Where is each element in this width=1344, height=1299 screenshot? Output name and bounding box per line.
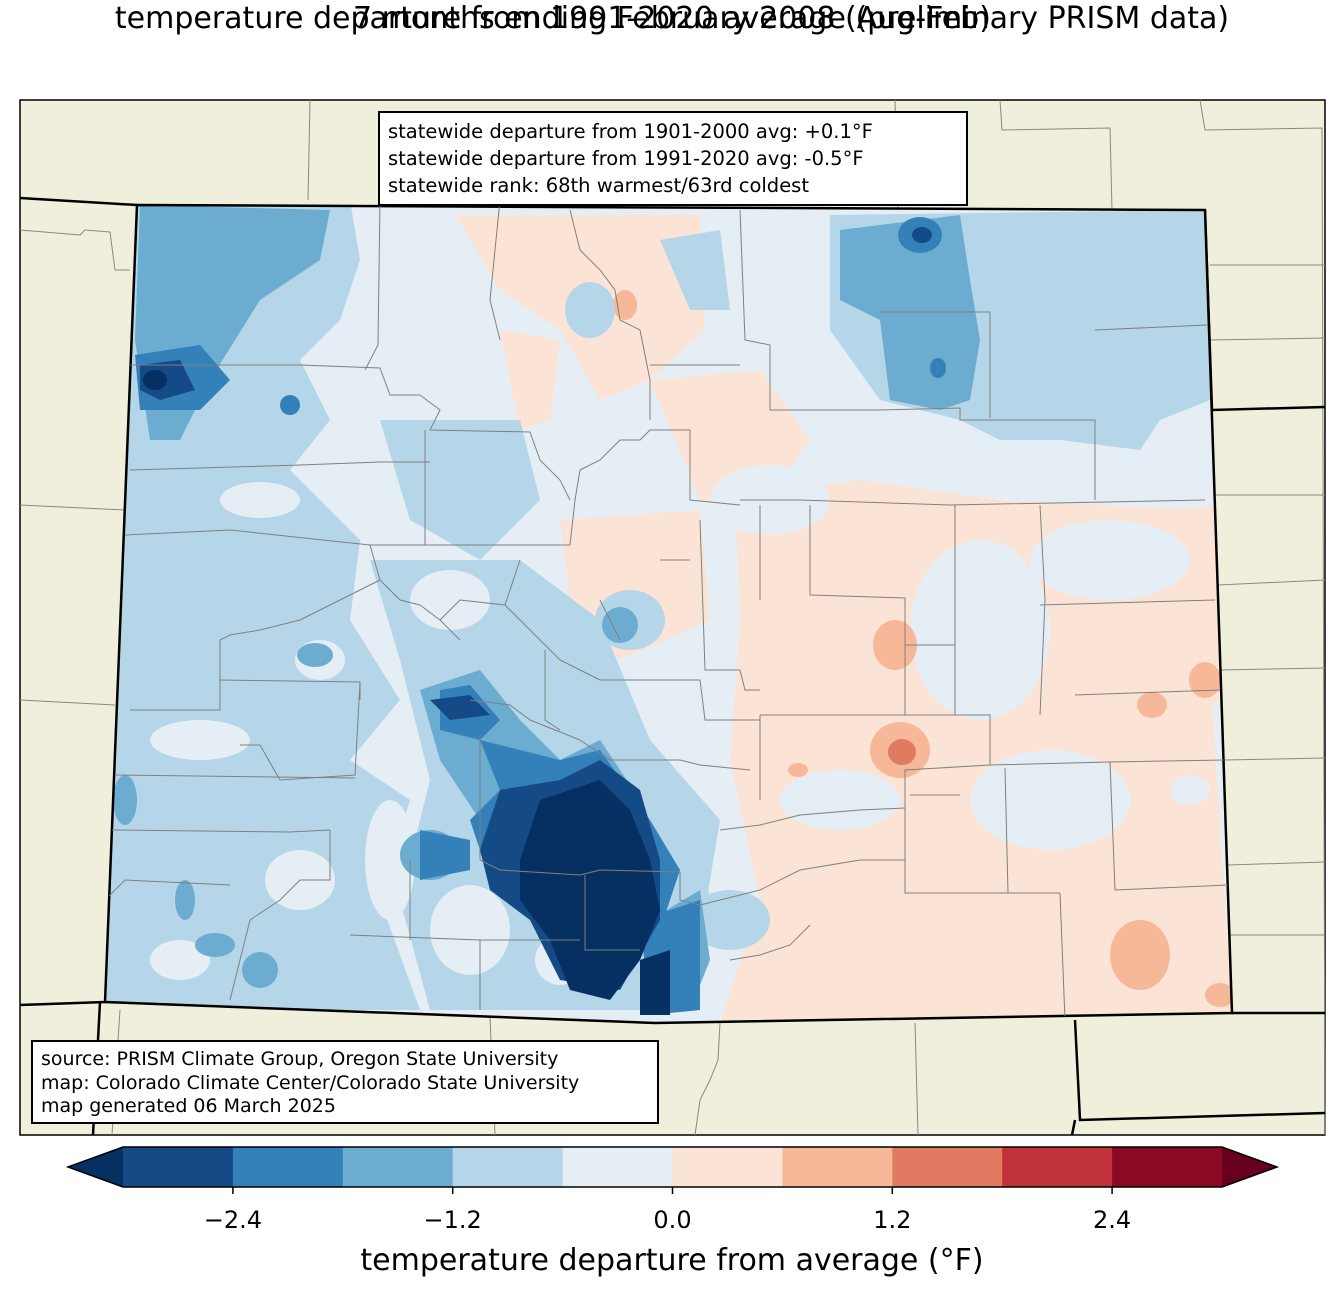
colorbar-segment [232, 1147, 344, 1187]
colorbar-segment [782, 1147, 893, 1187]
warm-hotspots [613, 290, 1232, 1007]
colorbar-tick-label: 2.4 [1093, 1206, 1132, 1234]
statewide-stats-box: statewide departure from 1901-2000 avg: … [378, 111, 968, 206]
colorbar-segment [892, 1147, 1003, 1187]
map-title-line1: temperature departure from 1991-2020 ave… [114, 1, 1230, 36]
colorbar-segment [452, 1147, 564, 1187]
colorbar-segment [562, 1147, 673, 1187]
colorado-outline [103, 203, 1234, 1025]
colorbar-tick-label: −1.2 [423, 1206, 482, 1234]
neighbor-county-lines [19, 99, 1326, 1136]
stats-departure-1901-2000: statewide departure from 1901-2000 avg: … [388, 120, 873, 143]
stats-rank: statewide rank: 68th warmest/63rd coldes… [388, 174, 809, 197]
county-lines [105, 205, 1229, 1021]
stats-departure-1991-2020: statewide departure from 1991-2020 avg: … [388, 147, 864, 170]
colorbar-segment [1112, 1147, 1223, 1187]
colorbar-segment [672, 1147, 783, 1187]
source-line: source: PRISM Climate Group, Oregon Stat… [41, 1048, 559, 1070]
source-credit-box: source: PRISM Climate Group, Oregon Stat… [31, 1040, 659, 1124]
colorbar-tick-label: −2.4 [203, 1206, 263, 1234]
colorbar-segment [1002, 1147, 1113, 1187]
colorbar-segment [342, 1147, 454, 1187]
colorbar-segment [123, 1147, 234, 1187]
colorbar-outline [65, 1146, 1280, 1188]
colorbar-over-arrow [1222, 1147, 1277, 1187]
colorbar-tick-label: 0.0 [653, 1206, 692, 1234]
generated-date-line: map generated 06 March 2025 [41, 1095, 336, 1117]
cold-core [143, 370, 670, 1015]
colorbar-title: temperature departure from average (°F) [360, 1243, 984, 1278]
map-credit-line: map: Colorado Climate Center/Colorado St… [41, 1071, 580, 1094]
map-title-line2: 7 months ending February 2008 (Aug-Feb) [353, 1, 991, 36]
colorbar [65, 1146, 1280, 1194]
colorbar-tick-label: 1.2 [873, 1206, 912, 1234]
colorbar-under-arrow [68, 1147, 123, 1187]
